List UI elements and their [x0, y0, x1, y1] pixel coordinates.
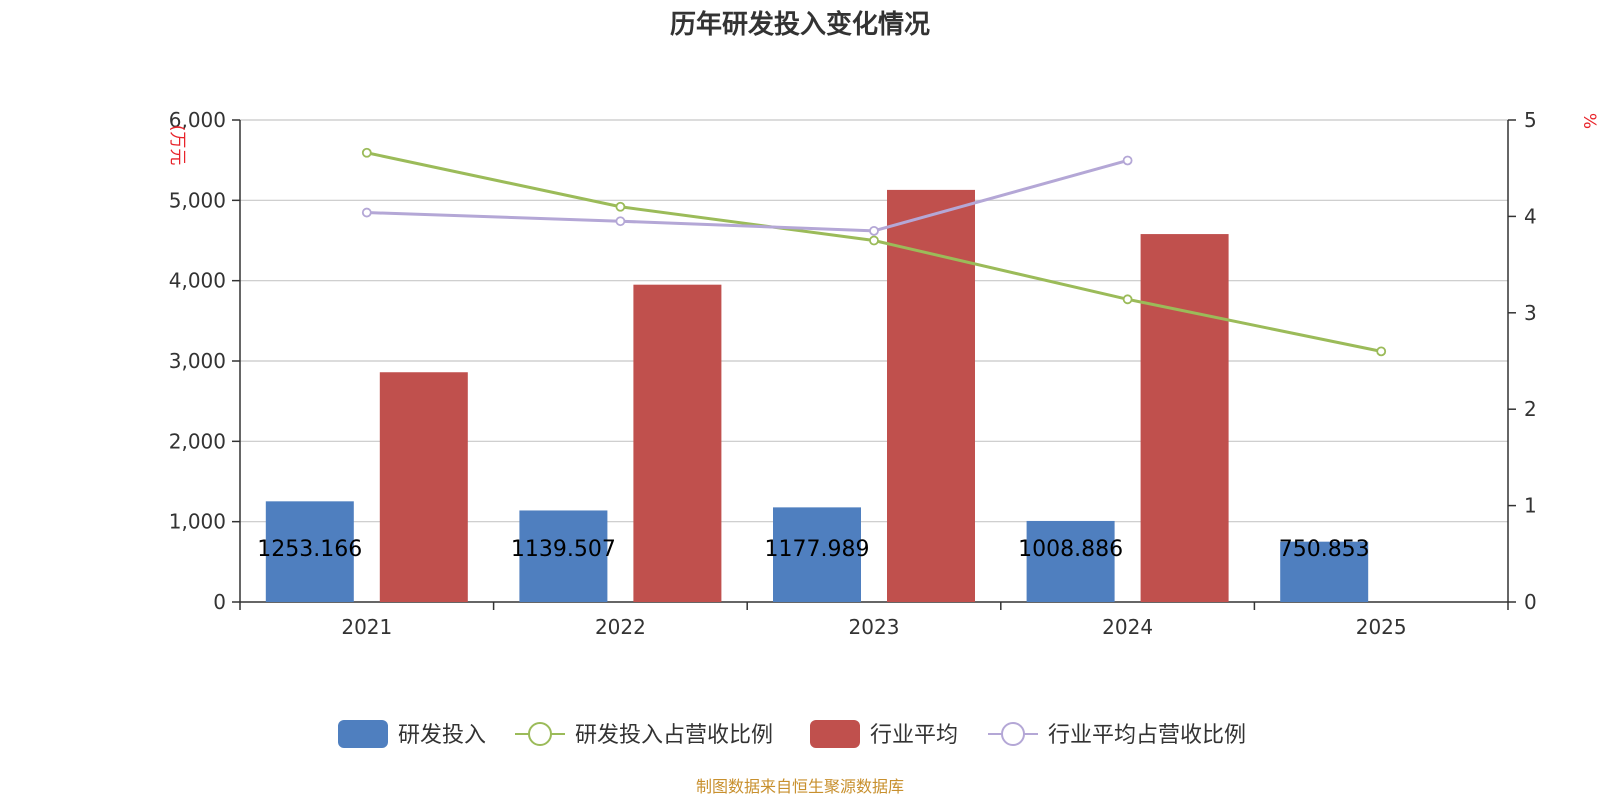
legend-marker-rd-ratio — [528, 722, 552, 746]
data-label: 1139.507 — [511, 537, 616, 562]
line-industry-ratio — [366, 159, 1129, 233]
data-label: 1008.886 — [1018, 537, 1123, 562]
x-tick-label: 2022 — [595, 615, 646, 639]
x-tick-label: 2024 — [1102, 615, 1153, 639]
legend-label-rd-investment: 研发投入 — [398, 723, 486, 748]
legend-swatch-industry-avg — [810, 720, 860, 748]
legend: 研发投入 研发投入占营收比例 行业平均 行业平均占营收比例 — [338, 720, 1246, 748]
legend-swatch-rd-investment — [338, 720, 388, 748]
line-rd-ratio — [366, 151, 1382, 353]
legend-label-rd-ratio: 研发投入占营收比例 — [575, 723, 773, 748]
lines — [361, 147, 1387, 357]
bar-industry-avg — [1140, 234, 1229, 602]
bar-rd-investment — [773, 507, 861, 602]
bar-rd-investment — [519, 510, 608, 602]
axes: 0 1,000 2,000 3,000 4,000 5,000 6,000 0 1 2 3 4 5 — [169, 108, 1537, 614]
source-note: 制图数据来自恒生聚源数据库 — [696, 777, 904, 796]
data-label: 1253.166 — [257, 537, 362, 562]
right-tick-label: 1 — [1524, 494, 1537, 518]
chart-title: 历年研发投入变化情况 — [670, 9, 930, 40]
x-tick-label: 2023 — [849, 615, 900, 639]
point-industry-ratio — [869, 225, 879, 236]
data-label: 750.853 — [1279, 537, 1370, 562]
right-tick-label: 4 — [1524, 204, 1537, 228]
point-rd-ratio — [869, 235, 879, 246]
point-rd-ratio — [615, 201, 626, 212]
legend-label-industry-avg: 行业平均 — [870, 723, 958, 748]
x-tick-labels: 2021 2022 2023 2024 2025 — [341, 615, 1406, 639]
left-tick-label: 6,000 — [169, 108, 226, 132]
right-tick-label: 3 — [1524, 301, 1537, 325]
point-industry-ratio — [361, 207, 372, 218]
bar-industry-avg — [379, 372, 468, 602]
left-tick-label: 3,000 — [169, 349, 226, 373]
right-tick-label: 2 — [1524, 397, 1537, 421]
bar-rd-investment — [1280, 541, 1369, 602]
point-industry-ratio — [1122, 155, 1133, 166]
right-tick-label: 5 — [1524, 108, 1537, 132]
legend-label-industry-ratio: 行业平均占营收比例 — [1048, 723, 1246, 748]
right-axis-unit: % — [1579, 113, 1599, 129]
left-tick-label: 5,000 — [169, 188, 226, 212]
point-rd-ratio — [361, 147, 372, 158]
point-rd-ratio — [1122, 294, 1133, 305]
bar-industry-avg — [887, 189, 975, 602]
bar-rd-investment — [265, 501, 354, 602]
legend-marker-industry-ratio — [1001, 722, 1025, 746]
right-tick-label: 0 — [1524, 590, 1537, 614]
left-tick-label: 1,000 — [169, 510, 226, 534]
bar-industry-avg — [633, 284, 722, 602]
x-tick-label: 2021 — [341, 615, 392, 639]
left-tick-label: 2,000 — [169, 429, 226, 453]
bars: 1253.166 1139.507 1177.989 1008.886 750.853 — [257, 189, 1370, 602]
data-label: 1177.989 — [765, 537, 870, 562]
left-tick-label: 4,000 — [169, 269, 226, 293]
left-tick-label: 0 — [213, 590, 226, 614]
bar-rd-investment — [1026, 520, 1115, 602]
left-axis-unit: (万元 — [167, 125, 187, 166]
point-rd-ratio — [1376, 346, 1387, 357]
point-industry-ratio — [615, 216, 626, 227]
x-tick-label: 2025 — [1356, 615, 1407, 639]
